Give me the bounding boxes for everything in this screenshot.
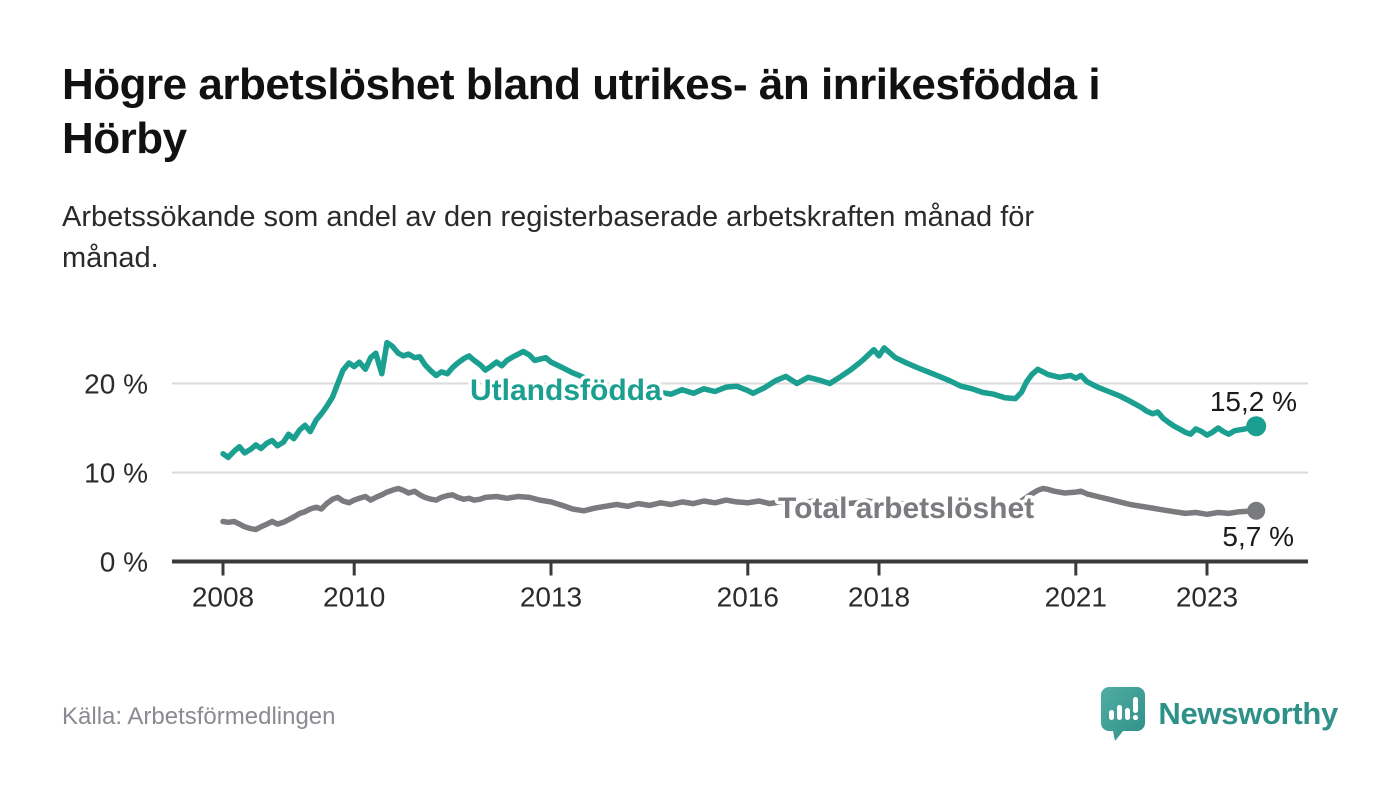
page-title-line-2: Hörby: [62, 113, 187, 163]
series-line-utlandsf-dda: [220, 339, 1259, 461]
source-attribution: Källa: Arbetsförmedlingen: [62, 703, 336, 730]
x-tick-label-2013: 2013: [520, 582, 582, 613]
x-tick-label-2023: 2023: [1176, 582, 1238, 613]
bar-chart-speech-bubble-icon: [1101, 687, 1146, 741]
end-value-label-total-arbetsl-shet: 5,7 %: [1222, 521, 1294, 552]
x-tick-label-2021: 2021: [1045, 582, 1107, 613]
page-title: Högre arbetslöshet bland utrikes- än inr…: [62, 58, 1377, 165]
page-title-line-1: Högre arbetslöshet bland utrikes- än inr…: [62, 60, 1101, 109]
exclamation-dot: [1133, 714, 1139, 721]
series-label-utlandsf-dda: Utlandsfödda: [470, 374, 662, 407]
end-dot-total-arbetsl-shet: [1247, 501, 1266, 520]
exclamation-bar: [1133, 697, 1139, 713]
x-tick-label-2008: 2008: [192, 582, 254, 613]
newsworthy-branding: Newsworthy: [1098, 684, 1338, 744]
y-tick-label-10pct: 10 %: [84, 458, 148, 489]
y-tick-label-0pct: 0 %: [100, 547, 148, 578]
end-dot-utlandsf-dda: [1246, 416, 1267, 437]
series-line-total-arbetsl-shet: [220, 485, 1259, 533]
x-tick-label-2018: 2018: [848, 582, 910, 613]
x-tick-label-2016: 2016: [717, 582, 779, 613]
end-value-label-utlandsf-dda: 15,2 %: [1210, 386, 1297, 417]
chart-subtitle-line-2: månad.: [62, 241, 159, 274]
brand-wordmark: Newsworthy: [1158, 696, 1338, 731]
chart-bar-2: [1117, 705, 1123, 720]
chart-subtitle: Arbetssökande som andel av den registerb…: [62, 197, 1292, 278]
x-tick-label-2010: 2010: [323, 582, 385, 613]
series-label-total-arbetsl-shet: Total arbetslöshet: [778, 492, 1034, 525]
speech-bubble-shape: [1101, 687, 1146, 741]
chart-bar-1: [1109, 710, 1115, 720]
y-tick-label-20pct: 20 %: [84, 369, 148, 400]
chart-subtitle-line-1: Arbetssökande som andel av den registerb…: [62, 201, 1035, 233]
chart-bar-3: [1125, 708, 1131, 720]
